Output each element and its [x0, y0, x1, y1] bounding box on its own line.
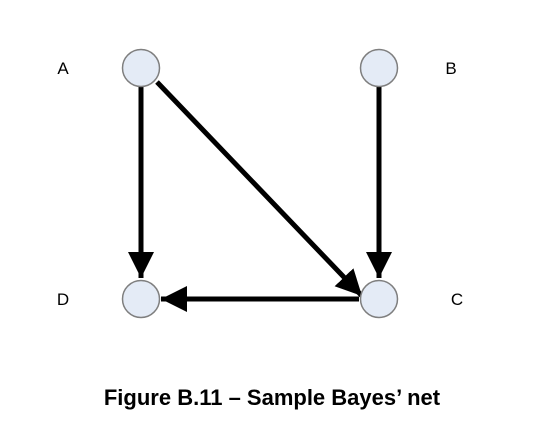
node-a	[121, 48, 161, 88]
figure-caption: Figure B.11 – Sample Bayes’ net	[103, 385, 441, 410]
node-d	[121, 279, 161, 319]
node-a-label: A	[57, 59, 69, 78]
node-c	[359, 279, 399, 319]
edge-a-to-c	[155, 80, 364, 298]
node-b	[359, 48, 399, 88]
bayes-net-diagram: A B C D	[57, 48, 463, 319]
node-b-label: B	[445, 59, 456, 78]
node-c-label: C	[451, 290, 463, 309]
node-d-label: D	[57, 290, 69, 309]
